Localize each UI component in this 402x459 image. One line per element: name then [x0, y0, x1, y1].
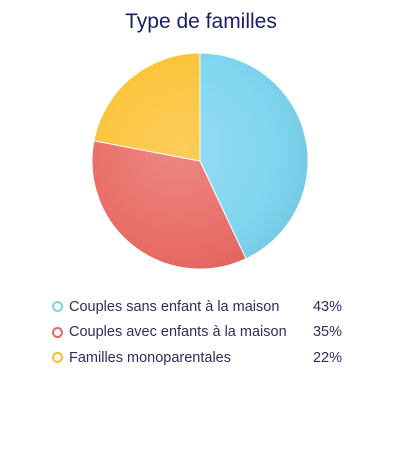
legend-value: 43%: [312, 298, 342, 315]
legend-label: Couples avec enfants à la maison: [69, 324, 287, 341]
pie-chart: [91, 52, 309, 270]
chart-title: Type de familles: [125, 10, 277, 33]
legend-marker-couples-avec-enfants: [52, 326, 63, 338]
legend-label: Couples sans enfant à la maison: [69, 298, 280, 315]
legend-item-familles-monoparentales[interactable]: Familles monoparentales 22%: [50, 345, 350, 371]
legend-value: 35%: [312, 324, 342, 341]
chart-legend: Couples sans enfant à la maison 43% Coup…: [50, 294, 350, 371]
legend-item-couples-sans-enfant[interactable]: Couples sans enfant à la maison 43%: [50, 294, 350, 320]
legend-item-couples-avec-enfants[interactable]: Couples avec enfants à la maison 35%: [50, 320, 350, 346]
legend-marker-familles-monoparentales: [52, 352, 63, 364]
legend-marker-couples-sans-enfant: [52, 301, 63, 313]
legend-label: Familles monoparentales: [69, 349, 231, 366]
legend-value: 22%: [312, 349, 342, 366]
